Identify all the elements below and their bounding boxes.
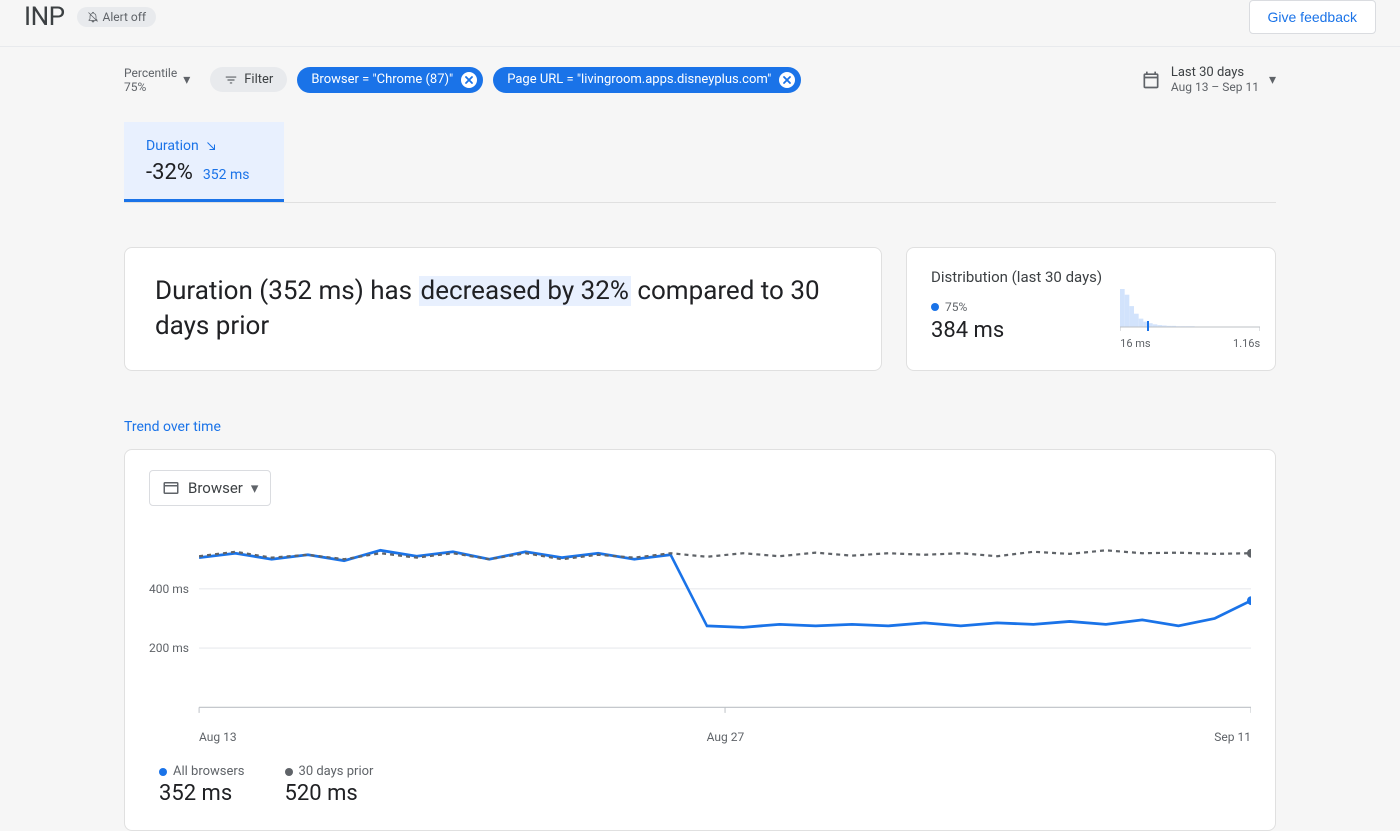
top-bar: INP Alert off Give feedback (0, 0, 1400, 47)
trend-card: Browser ▾ 200 ms400 ms Aug 13 Aug 27 Sep… (124, 449, 1276, 831)
dist-axis-max: 1.16s (1233, 337, 1260, 350)
distribution-histogram (1120, 287, 1260, 333)
filter-chip-url-label: Page URL = "livingroom.apps.disneyplus.c… (507, 72, 771, 87)
filter-icon (224, 73, 238, 87)
alert-off-label: Alert off (103, 10, 147, 24)
date-range-selector[interactable]: Last 30 days Aug 13 – Sep 11 ▾ (1141, 65, 1276, 94)
filter-label: Filter (244, 72, 273, 87)
summary-card: Duration (352 ms) has decreased by 32% c… (124, 247, 882, 371)
tabs-row: Duration -32% 352 ms (124, 122, 1276, 203)
tab-duration[interactable]: Duration -32% 352 ms (124, 122, 284, 202)
legend-item: All browsers 352 ms (159, 764, 245, 806)
x-label: Sep 11 (1214, 730, 1251, 744)
alert-off-chip[interactable]: Alert off (77, 7, 157, 27)
dot-icon (159, 768, 167, 776)
filter-chip-browser-label: Browser = "Chrome (87)" (311, 72, 453, 87)
filter-chip-url[interactable]: Page URL = "livingroom.apps.disneyplus.c… (493, 67, 801, 93)
dist-axis-min: 16 ms (1120, 337, 1150, 350)
bell-off-icon (87, 11, 99, 23)
date-label: Last 30 days (1171, 65, 1259, 80)
x-label: Aug 13 (199, 730, 237, 744)
percentile-value: 75% (124, 80, 177, 94)
page-title: INP (24, 2, 65, 32)
close-icon[interactable] (779, 72, 795, 88)
give-feedback-button[interactable]: Give feedback (1249, 0, 1377, 34)
calendar-icon (1141, 70, 1161, 90)
browser-dropdown[interactable]: Browser ▾ (149, 470, 271, 506)
browser-dropdown-label: Browser (188, 479, 243, 497)
tab-pct: -32% (146, 160, 193, 185)
dot-icon (931, 303, 939, 311)
percentile-label: Percentile (124, 66, 177, 80)
trend-section-label: Trend over time (124, 419, 1276, 435)
percentile-selector[interactable]: Percentile 75% ▾ (124, 66, 190, 94)
chevron-down-icon: ▾ (251, 479, 259, 497)
filter-chip-browser[interactable]: Browser = "Chrome (87)" (297, 67, 483, 93)
distribution-value: 384 ms (931, 318, 1102, 343)
date-range: Aug 13 – Sep 11 (1171, 80, 1259, 94)
dot-icon (285, 768, 293, 776)
top-left: INP Alert off (24, 2, 156, 32)
distribution-card: Distribution (last 30 days) 75% 384 ms 1… (906, 247, 1276, 371)
distribution-pct: 75% (945, 300, 967, 314)
legend-item: 30 days prior 520 ms (285, 764, 374, 806)
chevron-down-icon: ▾ (1269, 72, 1276, 88)
browser-icon (162, 479, 180, 497)
chevron-down-icon: ▾ (183, 72, 190, 88)
trend-chart: 200 ms400 ms (149, 524, 1251, 724)
filter-row: Percentile 75% ▾ Filter Browser = "Chrom… (124, 47, 1276, 122)
x-label: Aug 27 (707, 730, 745, 744)
tab-ms: 352 ms (203, 167, 250, 183)
close-icon[interactable] (461, 72, 477, 88)
summary-text: Duration (352 ms) has decreased by 32% c… (155, 274, 851, 344)
tab-label: Duration (146, 138, 199, 154)
distribution-title: Distribution (last 30 days) (931, 268, 1102, 286)
filter-button[interactable]: Filter (210, 67, 287, 92)
arrow-down-right-icon (205, 140, 217, 152)
